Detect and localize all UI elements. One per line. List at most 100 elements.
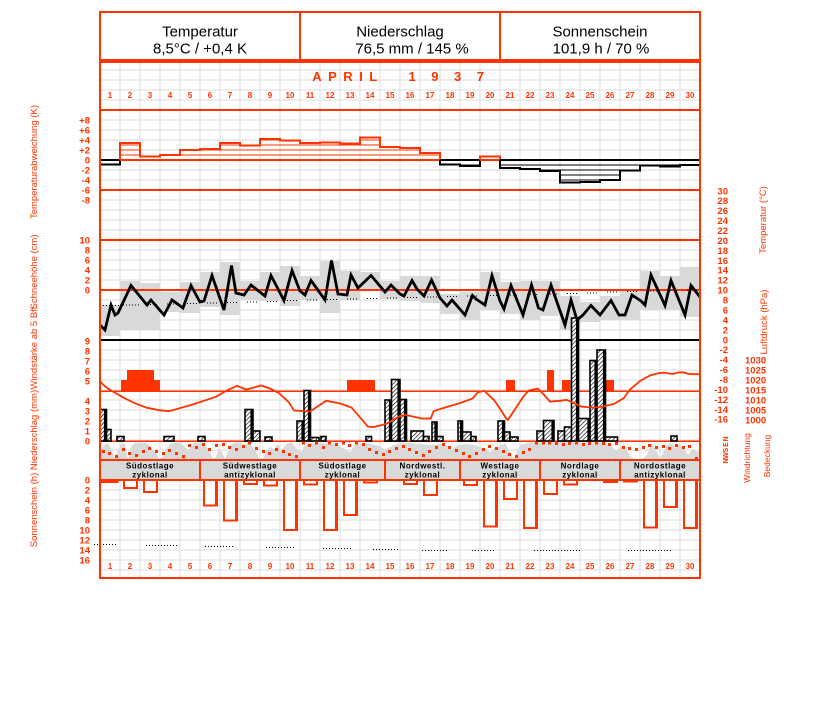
svg-text:1030: 1030 [745,356,766,367]
svg-text:4: 4 [85,397,91,408]
svg-text:19: 19 [466,91,475,100]
svg-text:7: 7 [228,562,233,571]
svg-text:-6: -6 [720,365,728,376]
svg-text:20: 20 [486,562,495,571]
svg-text:5: 5 [188,562,193,571]
svg-text:18: 18 [446,562,455,571]
svg-text:12: 12 [79,536,90,547]
svg-text:14: 14 [79,546,90,557]
svg-text:4: 4 [168,91,173,100]
svg-text:-8: -8 [82,196,90,207]
svg-text:1: 1 [85,427,91,438]
svg-text:76,5 mm / 145 %: 76,5 mm / 145 % [355,41,468,58]
svg-text:30: 30 [686,91,695,100]
svg-text:6: 6 [85,506,90,517]
svg-text:2: 2 [723,325,728,336]
svg-text:9: 9 [268,562,273,571]
svg-text:1020: 1020 [745,376,766,387]
svg-text:5: 5 [85,377,91,388]
svg-text:S: S [723,447,730,452]
svg-text:23: 23 [546,91,555,100]
svg-text:+6: +6 [79,126,90,137]
svg-text:12: 12 [326,562,335,571]
svg-text:16: 16 [79,556,90,567]
svg-text:6: 6 [85,256,90,267]
svg-text:22: 22 [717,226,728,237]
svg-text:Temperatur: Temperatur [162,24,238,41]
svg-text:4: 4 [85,496,91,507]
svg-text:30: 30 [686,562,695,571]
svg-text:Windstärke ab 5 Bft: Windstärke ab 5 Bft [29,306,40,389]
svg-text:18: 18 [446,91,455,100]
svg-text:20: 20 [717,236,728,247]
svg-text:28: 28 [646,562,655,571]
svg-text:Südostlage: Südostlage [126,462,174,471]
svg-text:APRIL: APRIL [312,69,384,84]
svg-text:zyklonal: zyklonal [562,471,598,480]
svg-text:+8: +8 [79,116,90,127]
svg-text:18: 18 [717,246,728,257]
svg-text:-4: -4 [720,355,729,366]
svg-text:20: 20 [486,91,495,100]
svg-text:-8: -8 [720,375,728,386]
svg-text:W: W [723,452,730,459]
svg-text:9: 9 [85,337,90,348]
svg-text:29: 29 [666,562,675,571]
svg-text:13: 13 [346,562,355,571]
svg-text:15: 15 [386,562,395,571]
svg-text:14: 14 [366,562,375,571]
svg-text:14: 14 [717,266,728,277]
svg-text:10: 10 [286,91,295,100]
svg-text:4: 4 [85,266,91,277]
svg-text:zyklonal: zyklonal [405,471,441,480]
svg-text:Sonnenschein: Sonnenschein [552,24,647,41]
svg-text:2: 2 [85,417,90,428]
svg-text:3: 3 [85,407,90,418]
svg-text:Schneehöhe (cm): Schneehöhe (cm) [29,235,40,310]
svg-text:0: 0 [85,286,90,297]
svg-text:16: 16 [717,256,728,267]
svg-text:4: 4 [168,562,173,571]
svg-text:Westlage: Westlage [481,462,520,471]
svg-text:28: 28 [717,196,728,207]
svg-text:8: 8 [85,516,90,527]
svg-text:6: 6 [85,367,90,378]
svg-text:23: 23 [546,562,555,571]
svg-text:12: 12 [717,276,728,287]
svg-text:7: 7 [228,91,233,100]
svg-text:12: 12 [326,91,335,100]
svg-text:30: 30 [717,186,728,197]
svg-text:-16: -16 [714,415,728,426]
svg-text:1000: 1000 [745,416,766,427]
svg-text:25: 25 [586,562,595,571]
svg-text:7: 7 [85,357,90,368]
svg-text:Nordostlage: Nordostlage [634,462,686,471]
svg-text:6: 6 [208,91,213,100]
svg-text:Luftdruck (hPa): Luftdruck (hPa) [759,290,770,355]
svg-text:6: 6 [208,562,213,571]
svg-text:-6: -6 [82,186,90,197]
svg-text:21: 21 [506,562,515,571]
svg-text:14: 14 [366,91,375,100]
svg-text:Südwestlage: Südwestlage [223,462,277,471]
svg-text:2: 2 [85,486,90,497]
svg-text:Niederschlag (mm): Niederschlag (mm) [29,390,40,470]
svg-text:5: 5 [188,91,193,100]
svg-text:-2: -2 [720,345,728,356]
svg-text:24: 24 [717,216,728,227]
svg-text:13: 13 [346,91,355,100]
svg-text:17: 17 [426,562,435,571]
svg-text:16: 16 [406,562,415,571]
svg-text:29: 29 [666,91,675,100]
svg-text:Windrichtung: Windrichtung [742,433,752,483]
svg-text:15: 15 [386,91,395,100]
svg-text:-10: -10 [714,385,728,396]
svg-text:-14: -14 [714,405,728,416]
svg-text:9: 9 [268,91,273,100]
svg-text:28: 28 [646,91,655,100]
svg-text:1005: 1005 [745,406,767,417]
svg-text:10: 10 [717,286,728,297]
svg-text:zyklonal: zyklonal [325,471,361,480]
svg-text:Nordwestl.: Nordwestl. [400,462,446,471]
svg-text:26: 26 [717,206,728,217]
